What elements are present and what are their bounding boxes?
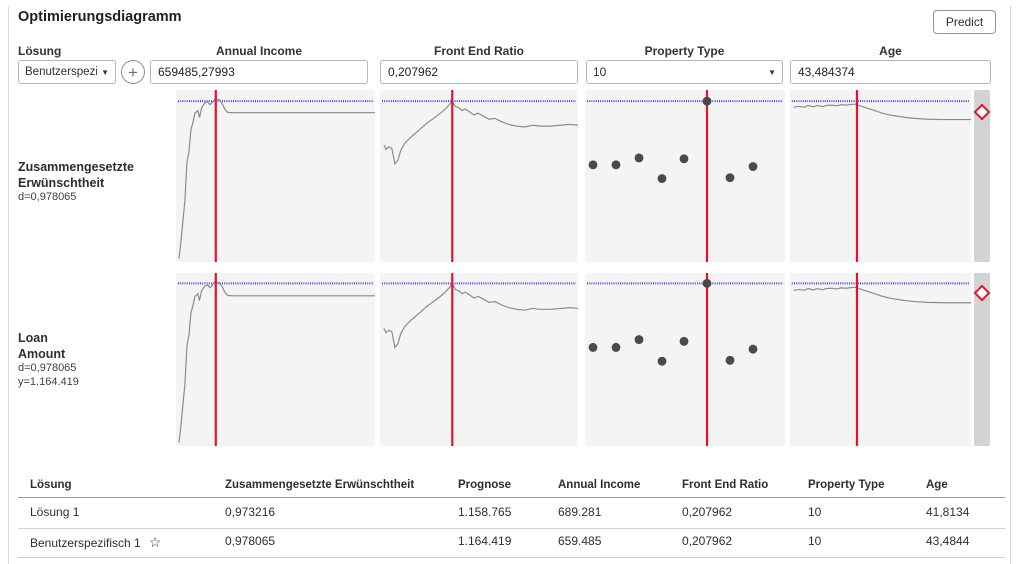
desirability-scrollbar-row2[interactable] — [974, 273, 990, 446]
factor-label-property-type: Property Type — [644, 44, 725, 58]
table-header-age: Age — [926, 479, 948, 491]
table-cell-annual-income: 659.485 — [558, 534, 602, 548]
desirability-value: d=0,978065 — [18, 362, 77, 374]
profiler-plot-front-end-ratio-row1[interactable] — [380, 90, 578, 262]
response-label-line: Loan — [18, 331, 48, 345]
table-header-annual-income: Annual Income — [558, 479, 641, 491]
response-label-loan-amount: Loan Amount d=0,978065 y=1.164.419 — [18, 330, 168, 389]
table-cell-prognose: 1.158.765 — [458, 505, 512, 519]
factor-label-annual-income: Annual Income — [215, 44, 302, 58]
response-label-desirability: Zusammengesetzte Erwünschtheit d=0,97806… — [18, 159, 168, 205]
chevron-down-icon: ▼ — [101, 67, 109, 77]
solution-select-value: Benutzerspezifi... — [25, 66, 98, 78]
table-header-prognose: Prognose — [458, 479, 512, 491]
favorite-star-icon[interactable]: ☆ — [148, 534, 162, 550]
card-border-left — [8, 6, 9, 564]
profiler-plot-age-row2[interactable] — [790, 273, 971, 446]
table-header-property-type: Property Type — [808, 479, 885, 491]
table-header-divider — [18, 497, 1005, 498]
profiler-plot-property-type-row2[interactable] — [585, 273, 785, 446]
table-cell-property-type: 10 — [808, 505, 822, 519]
age-field[interactable] — [790, 60, 991, 84]
table-cell-age: 41,8134 — [926, 505, 970, 519]
table-row[interactable]: Lösung 1 0,973216 1.158.765 689.281 0,207962… — [18, 498, 1005, 526]
profiler-plot-age-row1[interactable] — [790, 90, 971, 262]
profiler-plot-annual-income-row1[interactable] — [176, 90, 375, 262]
table-row[interactable]: Benutzerspezifisch 1 ☆ 0,978065 1.164.419 65… — [18, 527, 1005, 555]
solution-select[interactable]: Benutzerspezifi... ▼ — [18, 60, 116, 84]
profiler-plot-annual-income-row2[interactable] — [176, 273, 375, 446]
predict-button[interactable]: Predict — [933, 10, 996, 34]
plus-icon: + — [128, 62, 138, 82]
table-cell-l-sung: Lösung 1 — [30, 505, 80, 519]
table-cell-prognose: 1.164.419 — [458, 534, 512, 548]
chevron-down-icon: ▼ — [768, 67, 776, 77]
table-row-divider — [18, 528, 1005, 529]
property-type-select[interactable]: 10 ▼ — [586, 60, 783, 84]
table-header-zusammengesetzte-erw-nschtheit: Zusammengesetzte Erwünschtheit — [225, 479, 415, 491]
table-header-front-end-ratio: Front End Ratio — [682, 479, 769, 491]
factor-label-age: Age — [879, 44, 902, 58]
table-header-l-sung: Lösung — [30, 479, 72, 491]
solution-label: Lösung — [18, 44, 62, 58]
desirability-scrollbar-row1[interactable] — [974, 90, 990, 262]
table-cell-age: 43,4844 — [926, 534, 970, 548]
add-solution-button[interactable]: + — [121, 60, 145, 84]
profiler-plot-property-type-row1[interactable] — [585, 90, 785, 262]
desirability-value: d=0,978065 — [18, 191, 77, 203]
table-cell-front-end-ratio: 0,207962 — [682, 505, 733, 519]
card-border-right — [1010, 6, 1011, 564]
table-cell-property-type: 10 — [808, 534, 822, 548]
profiler-plot-front-end-ratio-row2[interactable] — [380, 273, 578, 446]
prediction-value: y=1.164.419 — [18, 375, 79, 388]
table-cell-zusammengesetzte-erw-nschtheit: 0,973216 — [225, 505, 276, 519]
annual-income-field[interactable] — [150, 60, 368, 84]
page-title: Optimierungsdiagramm — [18, 9, 182, 25]
response-label-line: Zusammengesetzte — [18, 160, 135, 174]
property-type-select-value: 10 — [593, 65, 607, 79]
table-cell-front-end-ratio: 0,207962 — [682, 534, 733, 548]
front-end-ratio-field[interactable] — [380, 60, 578, 84]
response-label-line: Erwünschtheit — [18, 176, 105, 190]
table-row-divider — [18, 557, 1005, 558]
table-cell-annual-income: 689.281 — [558, 505, 602, 519]
factor-label-front-end-ratio: Front End Ratio — [434, 44, 524, 58]
table-cell-l-sung: Benutzerspezifisch 1 ☆ — [30, 534, 162, 550]
response-label-line: Amount — [18, 347, 66, 361]
table-cell-zusammengesetzte-erw-nschtheit: 0,978065 — [225, 534, 276, 548]
